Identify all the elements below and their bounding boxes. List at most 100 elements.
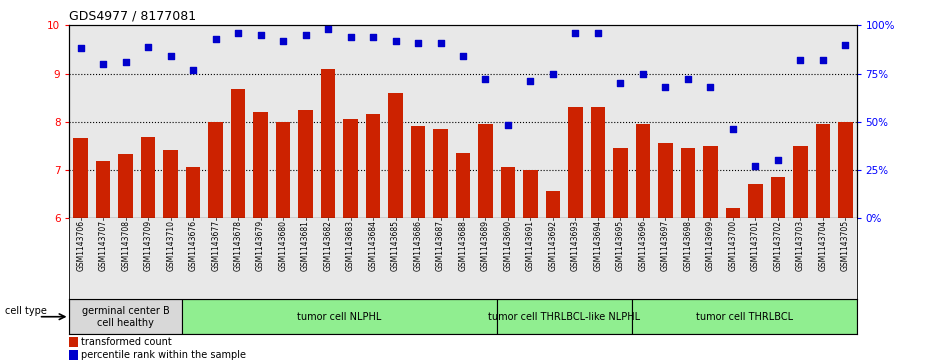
Text: GSM1143689: GSM1143689	[481, 220, 490, 271]
Text: percentile rank within the sample: percentile rank within the sample	[81, 350, 246, 360]
Point	[208, 36, 223, 42]
Point	[298, 32, 313, 38]
Bar	[613, 148, 628, 218]
Point	[478, 76, 493, 82]
Text: GSM1143701: GSM1143701	[751, 220, 760, 271]
Bar	[69, 350, 78, 360]
Text: transformed count: transformed count	[81, 337, 172, 347]
Bar	[231, 89, 245, 218]
Bar	[726, 208, 740, 218]
Text: GSM1143709: GSM1143709	[144, 220, 153, 272]
Point	[141, 44, 156, 49]
Bar	[163, 150, 178, 218]
Bar	[69, 218, 857, 299]
Bar	[141, 137, 156, 218]
Text: GSM1143685: GSM1143685	[391, 220, 400, 271]
Point	[501, 123, 516, 129]
Text: GSM1143699: GSM1143699	[706, 220, 715, 272]
Bar	[793, 146, 807, 218]
Bar	[569, 107, 582, 218]
Text: GSM1143690: GSM1143690	[504, 220, 512, 272]
Point	[635, 70, 650, 76]
Text: cell type: cell type	[5, 306, 46, 316]
Text: GSM1143695: GSM1143695	[616, 220, 625, 272]
Bar	[254, 112, 268, 218]
Bar	[545, 191, 560, 218]
Text: GSM1143697: GSM1143697	[661, 220, 669, 272]
Bar	[591, 107, 606, 218]
Point	[456, 53, 470, 59]
Text: tumor cell THRLBCL-like NLPHL: tumor cell THRLBCL-like NLPHL	[488, 312, 640, 322]
Bar	[69, 337, 78, 347]
Text: GSM1143682: GSM1143682	[323, 220, 332, 271]
Bar	[632, 299, 857, 334]
Bar	[748, 184, 763, 218]
Text: GSM1143705: GSM1143705	[841, 220, 850, 272]
Text: GSM1143693: GSM1143693	[571, 220, 580, 272]
Bar	[208, 122, 223, 218]
Text: GSM1143678: GSM1143678	[233, 220, 243, 271]
Point	[433, 40, 448, 46]
Text: GSM1143700: GSM1143700	[729, 220, 737, 272]
Point	[523, 78, 538, 84]
Text: GSM1143694: GSM1143694	[594, 220, 603, 272]
Point	[838, 42, 853, 48]
Bar	[523, 170, 538, 218]
Bar	[388, 93, 403, 218]
Text: GSM1143704: GSM1143704	[819, 220, 827, 272]
Text: GSM1143702: GSM1143702	[773, 220, 782, 271]
Bar	[501, 167, 515, 218]
Bar	[770, 177, 785, 218]
Bar	[320, 69, 335, 218]
Point	[725, 126, 740, 132]
Point	[253, 32, 268, 38]
Point	[320, 26, 335, 32]
Point	[95, 61, 110, 67]
Bar	[276, 122, 291, 218]
Point	[163, 53, 178, 59]
Bar	[456, 153, 470, 218]
Point	[410, 40, 425, 46]
Point	[770, 157, 785, 163]
Point	[591, 30, 606, 36]
Text: GSM1143710: GSM1143710	[166, 220, 175, 271]
Text: GSM1143684: GSM1143684	[369, 220, 378, 271]
Point	[748, 163, 763, 169]
Bar	[366, 114, 381, 218]
Point	[703, 84, 718, 90]
Bar	[658, 143, 672, 218]
Text: GSM1143680: GSM1143680	[279, 220, 288, 271]
Text: GSM1143708: GSM1143708	[121, 220, 131, 271]
Point	[119, 59, 133, 65]
Bar	[298, 110, 313, 218]
Text: GSM1143707: GSM1143707	[99, 220, 107, 272]
Bar	[73, 138, 88, 218]
Point	[366, 34, 381, 40]
Text: GSM1143691: GSM1143691	[526, 220, 535, 271]
Point	[73, 46, 88, 52]
Bar	[69, 299, 181, 334]
Point	[344, 34, 358, 40]
Text: GSM1143687: GSM1143687	[436, 220, 445, 271]
Bar	[411, 126, 425, 218]
Point	[186, 67, 201, 73]
Text: GDS4977 / 8177081: GDS4977 / 8177081	[69, 10, 196, 23]
Text: GSM1143679: GSM1143679	[257, 220, 265, 272]
Point	[658, 84, 673, 90]
Bar	[635, 124, 650, 218]
Text: GSM1143683: GSM1143683	[346, 220, 355, 271]
Text: GSM1143706: GSM1143706	[76, 220, 85, 272]
Text: GSM1143703: GSM1143703	[795, 220, 805, 272]
Bar	[703, 146, 718, 218]
Text: GSM1143676: GSM1143676	[189, 220, 197, 272]
Bar	[181, 299, 496, 334]
Point	[231, 30, 245, 36]
Text: tumor cell THRLBCL: tumor cell THRLBCL	[695, 312, 793, 322]
Text: GSM1143688: GSM1143688	[458, 220, 468, 271]
Bar	[838, 122, 853, 218]
Point	[613, 80, 628, 86]
Bar	[344, 119, 357, 218]
Bar	[433, 129, 448, 218]
Bar	[96, 161, 110, 218]
Bar	[681, 148, 695, 218]
